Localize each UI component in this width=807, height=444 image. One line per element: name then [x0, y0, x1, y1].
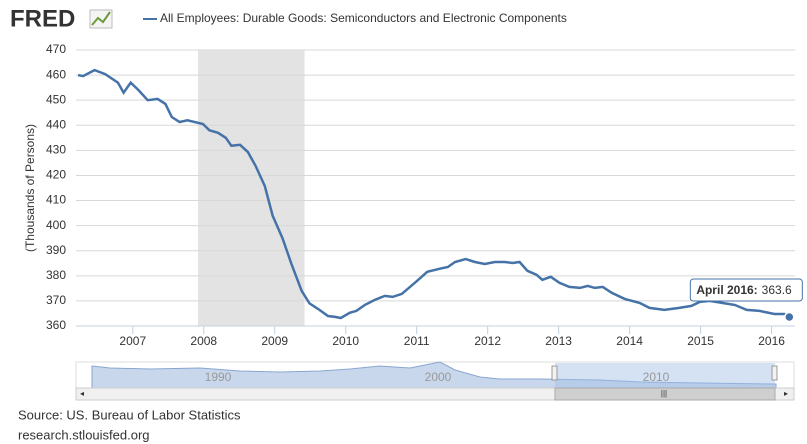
y-tick-label: 440 [46, 117, 66, 131]
y-tick-label: 370 [46, 293, 66, 307]
y-tick-label: 420 [46, 168, 66, 182]
x-tick-label: 2016 [758, 334, 785, 348]
x-tick-label: 2010 [332, 334, 359, 348]
navigator-label: 2010 [643, 370, 670, 384]
x-tick-label: 2007 [119, 334, 146, 348]
legend-label[interactable]: All Employees: Durable Goods: Semiconduc… [160, 11, 567, 25]
logo-icon [89, 9, 113, 29]
svg-text:▸: ▸ [784, 389, 788, 398]
svg-text:◂: ◂ [80, 389, 84, 398]
y-tick-label: 390 [46, 243, 66, 257]
y-tick-label: 450 [46, 92, 66, 106]
tooltip-value: 363.6 [762, 283, 792, 297]
x-tick-label: 2009 [261, 334, 288, 348]
x-tick-label: 2008 [190, 334, 217, 348]
y-tick-label: 410 [46, 193, 66, 207]
recession-band [198, 50, 305, 326]
y-tick-label: 380 [46, 268, 66, 282]
tooltip: April 2016: 363.6 [689, 278, 803, 302]
y-tick-label: 400 [46, 218, 66, 232]
x-tick-label: 2012 [474, 334, 501, 348]
y-tick-label: 470 [46, 42, 66, 56]
y-tick-label: 360 [46, 318, 66, 332]
data-line [77, 68, 790, 320]
navigator[interactable]: ◂ ▸ ||| [75, 361, 795, 401]
svg-text:|||: ||| [661, 389, 667, 398]
y-axis-label: (Thousands of Persons) [23, 124, 37, 252]
x-tick-label: 2014 [616, 334, 643, 348]
x-tick-label: 2013 [545, 334, 572, 348]
source: Source: US. Bureau of Labor Statistics [18, 407, 241, 422]
plot-area: 360 370 380 390 400 410 420 430 440 450 460 470 2007… [46, 42, 803, 348]
source-url[interactable]: research.stlouisfed.org [18, 427, 150, 442]
tooltip-text: April 2016: 363.6 [696, 283, 792, 297]
hover-point [784, 311, 795, 323]
tooltip-box [689, 278, 803, 302]
logo: FRED [10, 5, 75, 32]
tooltip-date: April 2016: [696, 283, 757, 297]
navigator-label: 2000 [425, 370, 452, 384]
x-tick-label: 2015 [687, 334, 714, 348]
x-tick-label: 2011 [404, 334, 430, 348]
navigator-label: 1990 [205, 370, 232, 384]
y-tick-label: 460 [46, 67, 66, 81]
y-tick-label: 430 [46, 143, 66, 157]
